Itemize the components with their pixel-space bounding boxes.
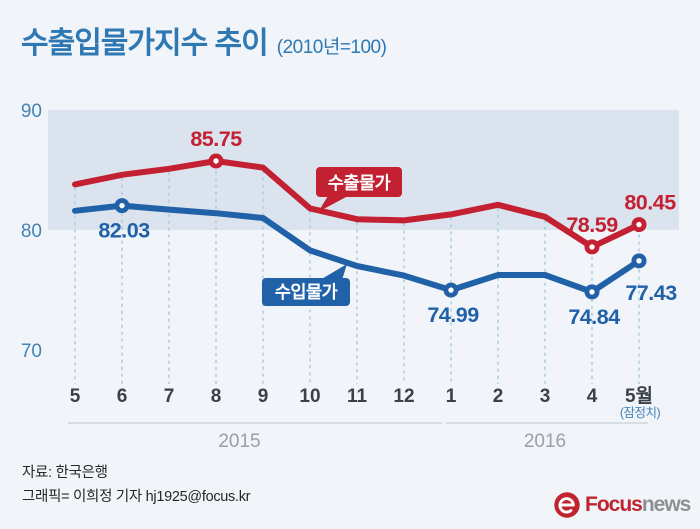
logo-wordmark: Focusnews — [585, 493, 692, 517]
value-label: 80.45 — [624, 191, 676, 215]
data-point-marker-hole — [636, 258, 642, 264]
x-tick-label: 10 — [299, 386, 320, 407]
series-callout-box — [262, 278, 350, 306]
callout-tail — [318, 196, 348, 212]
data-point-marker-hole — [448, 287, 454, 293]
value-label: 74.99 — [427, 303, 479, 327]
export-price-line — [72, 158, 642, 250]
x-tick-label: 5 — [70, 386, 81, 407]
x-tick-label: 9 — [258, 386, 269, 407]
x-tick-label: 12 — [393, 386, 414, 407]
x-tick-label: 3 — [540, 386, 551, 407]
value-label: 77.43 — [625, 281, 677, 305]
value-label: 82.03 — [98, 219, 150, 243]
year-label: 2015 — [218, 431, 260, 452]
credit-text: 그래픽= 이희정 기자 hj1925@focus.kr — [22, 489, 251, 505]
y-tick-label: 90 — [21, 101, 42, 122]
x-tick-label: 4 — [587, 386, 598, 407]
callout-tail — [320, 264, 347, 280]
data-point-marker-hole — [213, 158, 219, 164]
series-callout-label: 수입물가 — [275, 282, 338, 302]
x-tick-label: 7 — [164, 386, 175, 407]
x-tick-label: 8 — [211, 386, 222, 407]
x-tick-label: 5월 — [625, 385, 653, 407]
x-tick-label: 1 — [446, 386, 457, 407]
series-callout-label: 수출물가 — [328, 173, 391, 193]
x-axis-provisional-note: (잠정치) — [620, 406, 661, 420]
focusnews-logo: Focusnews — [553, 491, 692, 519]
value-label: 78.59 — [566, 213, 618, 237]
data-point-marker-hole — [589, 289, 595, 295]
data-point-marker-hole — [589, 244, 595, 250]
page-title: 수출입물가지수 추이 — [21, 27, 269, 60]
x-tick-label: 6 — [117, 386, 128, 407]
value-label: 74.84 — [568, 305, 620, 329]
y-tick-label: 70 — [21, 341, 42, 362]
y-tick-label: 80 — [21, 221, 42, 242]
chart-footer: 자료: 한국은행 그래픽= 이희정 기자 hj1925@focus.kr — [22, 461, 251, 509]
logo-brand: Focus — [585, 493, 643, 516]
x-tick-label: 11 — [347, 386, 368, 407]
year-label: 2016 — [524, 431, 566, 452]
series-callout-box — [316, 167, 402, 197]
data-point-marker-hole — [636, 221, 642, 228]
logo-brand-suffix: news — [641, 493, 692, 516]
focus-swirl-e-icon — [554, 492, 580, 518]
chart-header: 수출입물가지수 추이 (2010년=100) — [21, 18, 387, 62]
source-text: 자료: 한국은행 — [22, 465, 108, 481]
page-subtitle: (2010년=100) — [276, 37, 387, 58]
import-price-line — [72, 202, 642, 295]
x-tick-label: 2 — [493, 386, 504, 407]
data-point-marker-hole — [119, 202, 125, 209]
value-label: 85.75 — [190, 127, 242, 151]
